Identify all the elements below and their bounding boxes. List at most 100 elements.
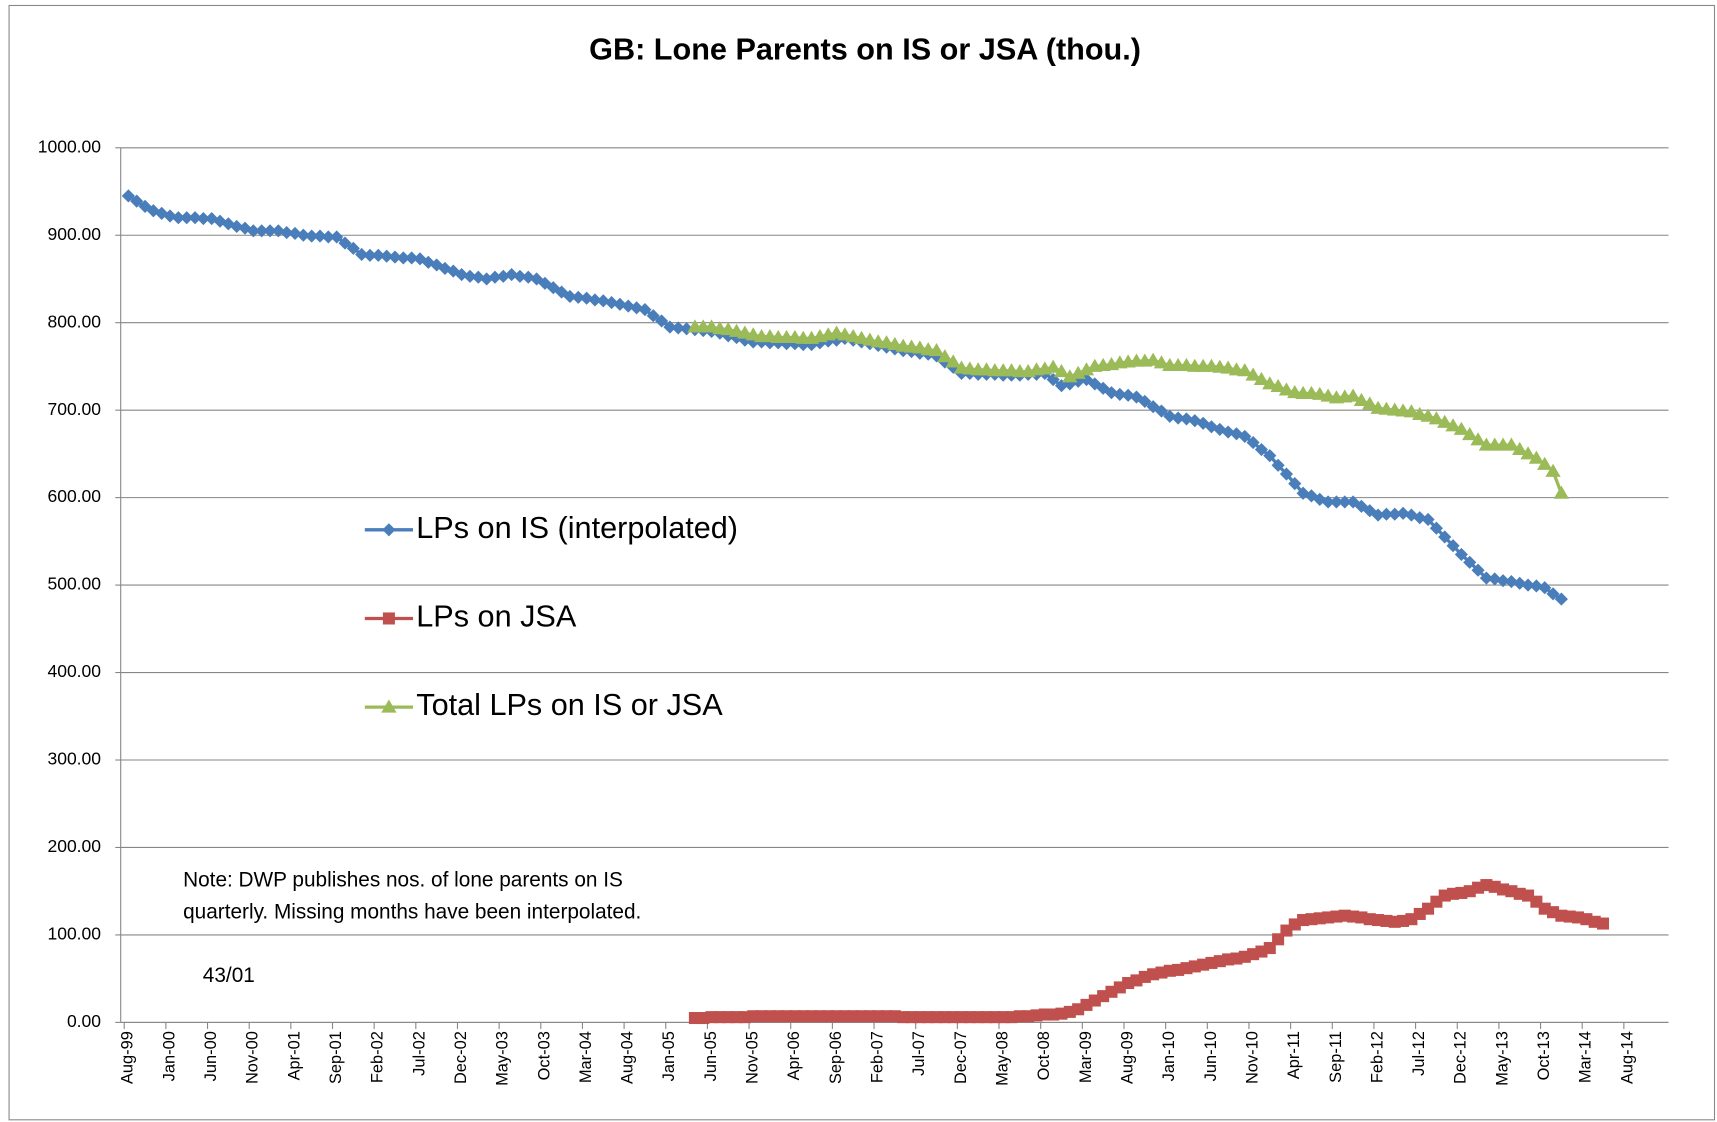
point (1179, 412, 1194, 426)
point (1121, 388, 1135, 402)
point (1270, 378, 1286, 393)
point (480, 272, 494, 286)
point (1163, 409, 1177, 423)
point (338, 236, 352, 250)
point (1396, 506, 1410, 520)
note: quarterly. Missing months have been inte… (183, 900, 641, 923)
point (1262, 376, 1278, 390)
point (588, 293, 602, 307)
point (1271, 458, 1285, 472)
point (1238, 429, 1252, 443)
point (380, 249, 394, 263)
y-tick-label: 1000.00 (38, 136, 102, 156)
point (1496, 574, 1510, 588)
point (1428, 411, 1445, 425)
x-tick-label: Sep-06 (827, 1031, 845, 1084)
x-tick-label: Aug-99 (119, 1031, 137, 1084)
point (346, 241, 360, 255)
point (180, 211, 194, 225)
chart-title: GB: Lone Parents on IS or JSA (thou.) (589, 33, 1141, 67)
point (388, 250, 402, 264)
point (421, 255, 435, 269)
point (1520, 446, 1536, 460)
point (1421, 512, 1435, 527)
point (1278, 382, 1295, 396)
point (488, 270, 502, 284)
point (605, 296, 619, 310)
legend-label: LPs on JSA (416, 600, 577, 634)
point (363, 248, 377, 262)
point (1470, 432, 1486, 446)
point (171, 211, 185, 225)
point (1263, 449, 1277, 463)
point (1379, 507, 1393, 521)
annotation: 43/01 (203, 964, 255, 987)
x-tick-label: Jun-05 (702, 1031, 720, 1081)
point (130, 194, 144, 208)
legend-label: Total LPs on IS or JSA (416, 688, 723, 722)
point (505, 268, 519, 282)
x-tick-label: Jun-10 (1202, 1031, 1220, 1081)
point (928, 343, 945, 357)
y-tick-label: 900.00 (47, 224, 101, 244)
point (1438, 530, 1452, 544)
point (1354, 499, 1368, 513)
x-tick-label: May-03 (494, 1031, 512, 1086)
point (381, 699, 397, 713)
point (1537, 456, 1553, 470)
x-tick-label: Oct-13 (1535, 1031, 1553, 1080)
point (313, 229, 327, 243)
x-tick-label: Dec-12 (1452, 1031, 1470, 1084)
point (1420, 408, 1436, 422)
point (305, 229, 319, 243)
point (321, 230, 335, 244)
x-tick-label: Nov-10 (1243, 1031, 1261, 1084)
point (1546, 587, 1560, 601)
x-tick-label: Apr-11 (1285, 1031, 1303, 1079)
point (1445, 418, 1461, 432)
x-tick-label: Jan-00 (160, 1031, 178, 1081)
point (1321, 495, 1335, 509)
point (1453, 421, 1470, 435)
point (1053, 364, 1070, 378)
point (1078, 362, 1095, 376)
point (382, 523, 396, 537)
point (1529, 579, 1543, 593)
point (296, 228, 310, 242)
point (121, 189, 135, 203)
x-tick-label: Nov-05 (744, 1031, 762, 1084)
point (1221, 425, 1235, 439)
x-tick-label: Feb-07 (869, 1031, 887, 1083)
x-tick-label: Feb-02 (369, 1031, 387, 1083)
point (1503, 437, 1520, 451)
point (271, 224, 285, 238)
x-tick-label: Jul-02 (410, 1031, 428, 1076)
x-tick-label: Apr-01 (285, 1031, 303, 1080)
point (455, 268, 469, 282)
point (263, 224, 277, 238)
x-tick-label: Mar-04 (577, 1031, 595, 1083)
y-tick-label: 0.00 (67, 1011, 101, 1031)
point (1429, 521, 1443, 535)
point (1513, 576, 1527, 590)
x-tick-label: Mar-09 (1077, 1031, 1095, 1083)
point (1403, 404, 1420, 418)
point (1345, 388, 1361, 402)
point (382, 612, 395, 625)
point (1254, 442, 1269, 457)
point (1338, 495, 1352, 509)
point (355, 247, 369, 262)
point (1597, 917, 1610, 930)
point (1279, 467, 1294, 481)
x-tick-label: Jan-05 (660, 1031, 678, 1081)
y-tick-label: 200.00 (47, 836, 101, 856)
point (1104, 386, 1119, 400)
point (288, 226, 302, 241)
point (1538, 581, 1552, 595)
point (638, 303, 652, 317)
point (1488, 572, 1502, 586)
x-tick-label: Aug-04 (619, 1031, 637, 1084)
y-tick-label: 800.00 (47, 311, 101, 331)
point (596, 294, 610, 308)
